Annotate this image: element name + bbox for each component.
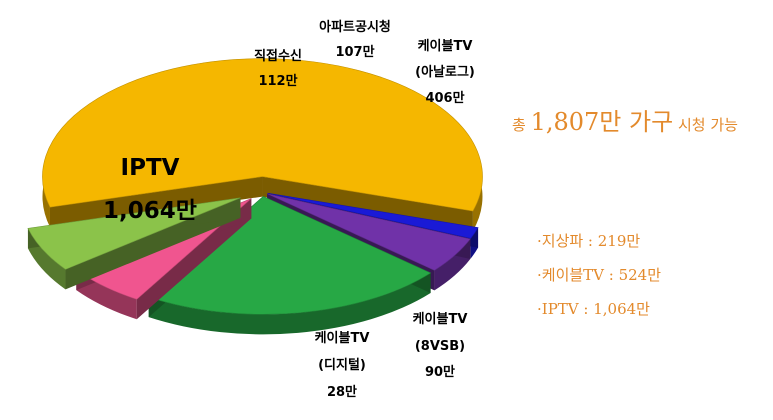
- slice-label-direct-name: 직접수신: [254, 49, 302, 64]
- slice-label-analog-name: 케이블TV: [417, 39, 473, 54]
- pie-slice-0: [42, 58, 483, 232]
- pie-slice-top-2: [266, 193, 471, 271]
- pie-slice-top-3: [148, 195, 432, 315]
- slice-label-digital-sub: (디지털): [318, 358, 366, 373]
- total-value: 1,807만 가구: [530, 108, 674, 136]
- total-suffix: 시청 가능: [677, 116, 738, 134]
- pie-slice-top-0: [42, 58, 483, 212]
- slice-label-digital-value: 28만: [326, 385, 358, 400]
- slice-label-vsb-sub: (8VSB): [414, 339, 466, 354]
- pie-slice-top-5: [27, 197, 241, 270]
- total-prefix: 총: [512, 116, 526, 134]
- pie-slice-wall-0-1: [262, 176, 473, 232]
- slice-label-vsb-name: 케이블TV: [412, 312, 468, 327]
- slice-label-digital-name: 케이블TV: [314, 331, 370, 346]
- slice-label-apt-value: 107만: [335, 45, 375, 60]
- slice-label-analog-value: 406만: [425, 91, 465, 106]
- note-iptv: ·IPTV : 1,064만: [537, 300, 650, 318]
- pie-slice-5: [27, 197, 241, 290]
- pie-slice-wall-0-0: [49, 176, 263, 228]
- slice-label-vsb-value: 90만: [424, 365, 456, 380]
- pie-slice-top-1: [267, 192, 479, 239]
- slice-label-direct-value: 112만: [258, 74, 298, 89]
- pie-slice-side-3: [148, 272, 431, 335]
- note-terrestrial: ·지상파 : 219만: [537, 232, 641, 250]
- slice-label-analog-sub: (아날로그): [415, 65, 475, 80]
- slice-label-iptv-value: 1,064만: [103, 198, 197, 224]
- slice-label-iptv-name: IPTV: [120, 155, 180, 181]
- total-households-text: 총 1,807만 가구 시청 가능: [512, 109, 762, 138]
- slice-label-apt-name: 아파트공시청: [319, 20, 391, 35]
- note-cable: ·케이블TV : 524만: [537, 266, 662, 284]
